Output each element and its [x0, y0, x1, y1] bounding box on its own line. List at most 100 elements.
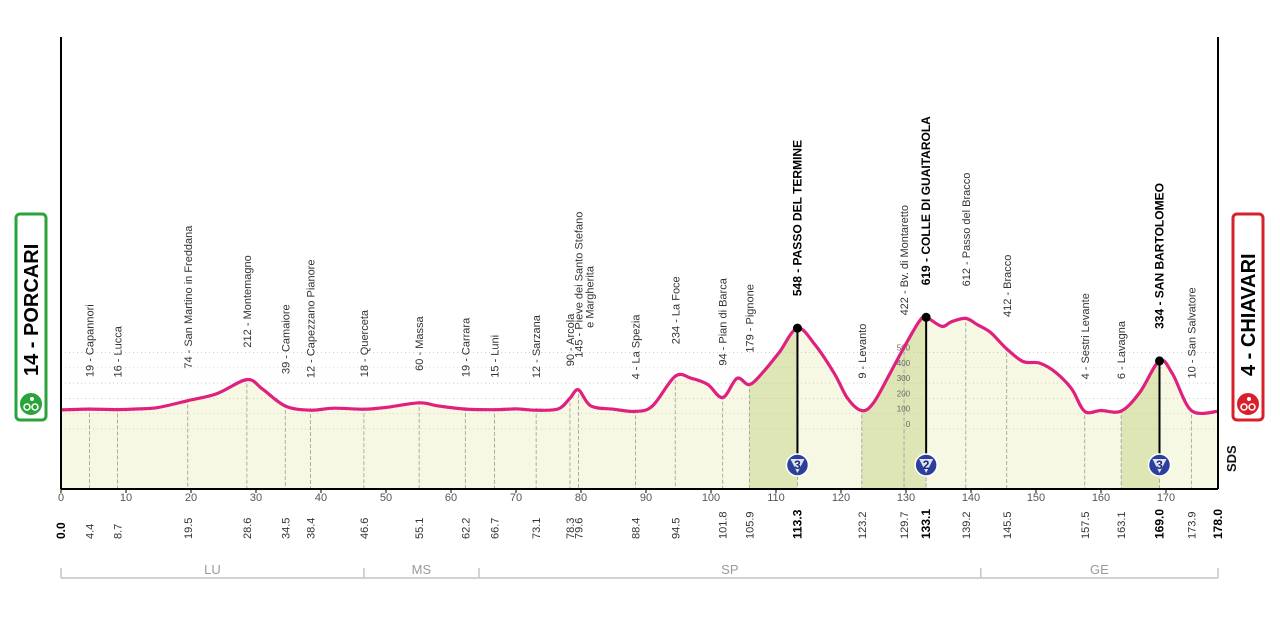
kom-summit-dot [1155, 356, 1164, 366]
place-label: 94 - Pian di Barca [718, 277, 730, 365]
place-distance: 8.7 [113, 524, 125, 539]
altitude-tick-label: 400 [897, 359, 911, 368]
x-tick-label: 100 [702, 492, 720, 504]
place-distance: 94.5 [670, 518, 682, 539]
place-label: 12 - Capezzano Pianore [306, 260, 318, 379]
place-distance: 145.5 [1002, 511, 1014, 539]
place-label: 10 - San Salvatore [1186, 287, 1198, 378]
kom-badge-triangle [790, 459, 805, 473]
place-distance: 73.1 [531, 518, 543, 539]
region-label: LU [204, 562, 221, 577]
place-label: 4 - La Spezia [631, 314, 643, 380]
place-label: 12 - Sarzana [531, 314, 543, 378]
kom-category: 3 [1156, 458, 1163, 472]
kom-badge-triangle [919, 459, 934, 473]
bike-icon-wheel [23, 403, 31, 411]
bike-icon [1235, 391, 1261, 417]
bike-icon-wheel [1248, 403, 1256, 411]
place-label: 179 - Pignone [744, 284, 756, 353]
place-label: 612 - Passo del Bracco [961, 173, 973, 287]
x-tick-label: 130 [897, 492, 915, 504]
place-label: 6 - Lavagna [1116, 320, 1128, 379]
place-distance: 157.5 [1080, 511, 1092, 539]
place-label: 4 - Sestri Levante [1080, 293, 1092, 379]
place-distance: 169.0 [1153, 509, 1167, 539]
x-tick-label: 40 [315, 492, 327, 504]
x-tick-label: 60 [445, 492, 457, 504]
place-label: 548 - PASSO DEL TERMINE [790, 140, 804, 296]
place-label: 234 - La Foce [670, 276, 682, 344]
place-distance: 101.8 [718, 511, 730, 539]
x-tick-label: 70 [510, 492, 522, 504]
bike-icon-wheel [31, 403, 39, 411]
x-tick-label: 50 [380, 492, 392, 504]
finish-box: 4 - CHIAVARI [1231, 212, 1265, 422]
place-distance: 129.7 [899, 511, 911, 539]
place-distance: 4.4 [85, 524, 97, 539]
place-distance: 123.2 [857, 511, 869, 539]
place-distance: 66.7 [490, 518, 502, 539]
place-label: 18 - Querceta [359, 309, 371, 377]
place-distance: 139.2 [961, 511, 973, 539]
altitude-tick-label: 0 [906, 420, 911, 429]
profile-line [60, 315, 1219, 416]
x-tick-label: 150 [1027, 492, 1045, 504]
place-label: 19 - Capannori [85, 304, 97, 377]
place-distance: 38.4 [306, 518, 318, 539]
place-distance: 113.3 [790, 509, 804, 539]
place-distance: 133.1 [919, 509, 933, 539]
place-distance: 88.4 [631, 518, 643, 539]
x-tick-label: 120 [832, 492, 850, 504]
place-label: 16 - Lucca [113, 325, 125, 377]
sprint-mark: SDS [1224, 445, 1239, 472]
place-label: 412 - Bracco [1002, 255, 1014, 317]
place-label-line2: e Margherita [584, 265, 596, 328]
kom-category: 3 [794, 458, 801, 472]
finish-box-box [1231, 212, 1265, 422]
finish-distance: 178.0 [1211, 509, 1225, 539]
place-distance: 46.6 [359, 518, 371, 539]
bike-icon-wheel [1240, 403, 1248, 411]
place-distance: 34.5 [280, 518, 292, 539]
x-tick-label: 170 [1157, 492, 1175, 504]
kom-category: 2 [923, 458, 930, 472]
kom-summit-dot [921, 312, 931, 322]
x-tick-label: 140 [962, 492, 980, 504]
x-tick-label: 10 [120, 492, 132, 504]
start-box: 14 - PORCARI [14, 212, 48, 422]
place-distance: 55.1 [414, 518, 426, 539]
place-distance: 28.6 [242, 518, 254, 539]
region-label: GE [1090, 562, 1109, 577]
place-label: 145 - Pieve dei Santo Stefano [573, 212, 585, 358]
x-tick-label: 160 [1092, 492, 1110, 504]
place-label: 422 - Bv. di Montaretto [899, 205, 911, 315]
place-label: 619 - COLLE DI GUAITAROLA [919, 116, 933, 285]
place-label: 74 - San Martino in Freddana [183, 225, 195, 369]
place-distance: 62.2 [460, 518, 472, 539]
place-distance: 79.6 [573, 518, 585, 539]
region-label: MS [412, 562, 432, 577]
place-label: 15 - Luni [490, 335, 502, 378]
place-label: 90 - Arcola [565, 313, 577, 366]
climb-shade [861, 317, 927, 489]
bike-icon-rider [1247, 397, 1251, 401]
place-label: 39 - Camaiore [280, 304, 292, 374]
bike-icon-rider [30, 397, 34, 401]
start-distance: 0.0 [54, 522, 68, 539]
place-distance: 78.3 [565, 518, 577, 539]
x-tick-label: 30 [250, 492, 262, 504]
bike-icon [18, 391, 44, 417]
kom-badge-triangle [1152, 459, 1167, 473]
kom-summit-dot [792, 323, 802, 333]
place-label: 212 - Montemagno [242, 255, 254, 347]
finish-box-label: 4 - CHIAVARI [1238, 253, 1260, 376]
region-label: SP [721, 562, 738, 577]
place-distance: 173.9 [1186, 511, 1198, 539]
x-tick-label: 80 [575, 492, 587, 504]
x-tick-label: 90 [640, 492, 652, 504]
x-tick-label: 0 [58, 492, 64, 504]
climb-shade [749, 328, 798, 489]
place-label: 60 - Massa [414, 316, 426, 371]
